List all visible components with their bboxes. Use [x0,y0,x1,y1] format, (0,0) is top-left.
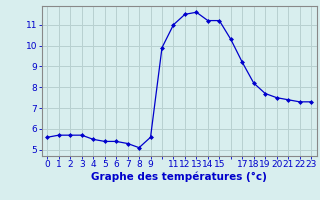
X-axis label: Graphe des températures (°c): Graphe des températures (°c) [91,172,267,182]
